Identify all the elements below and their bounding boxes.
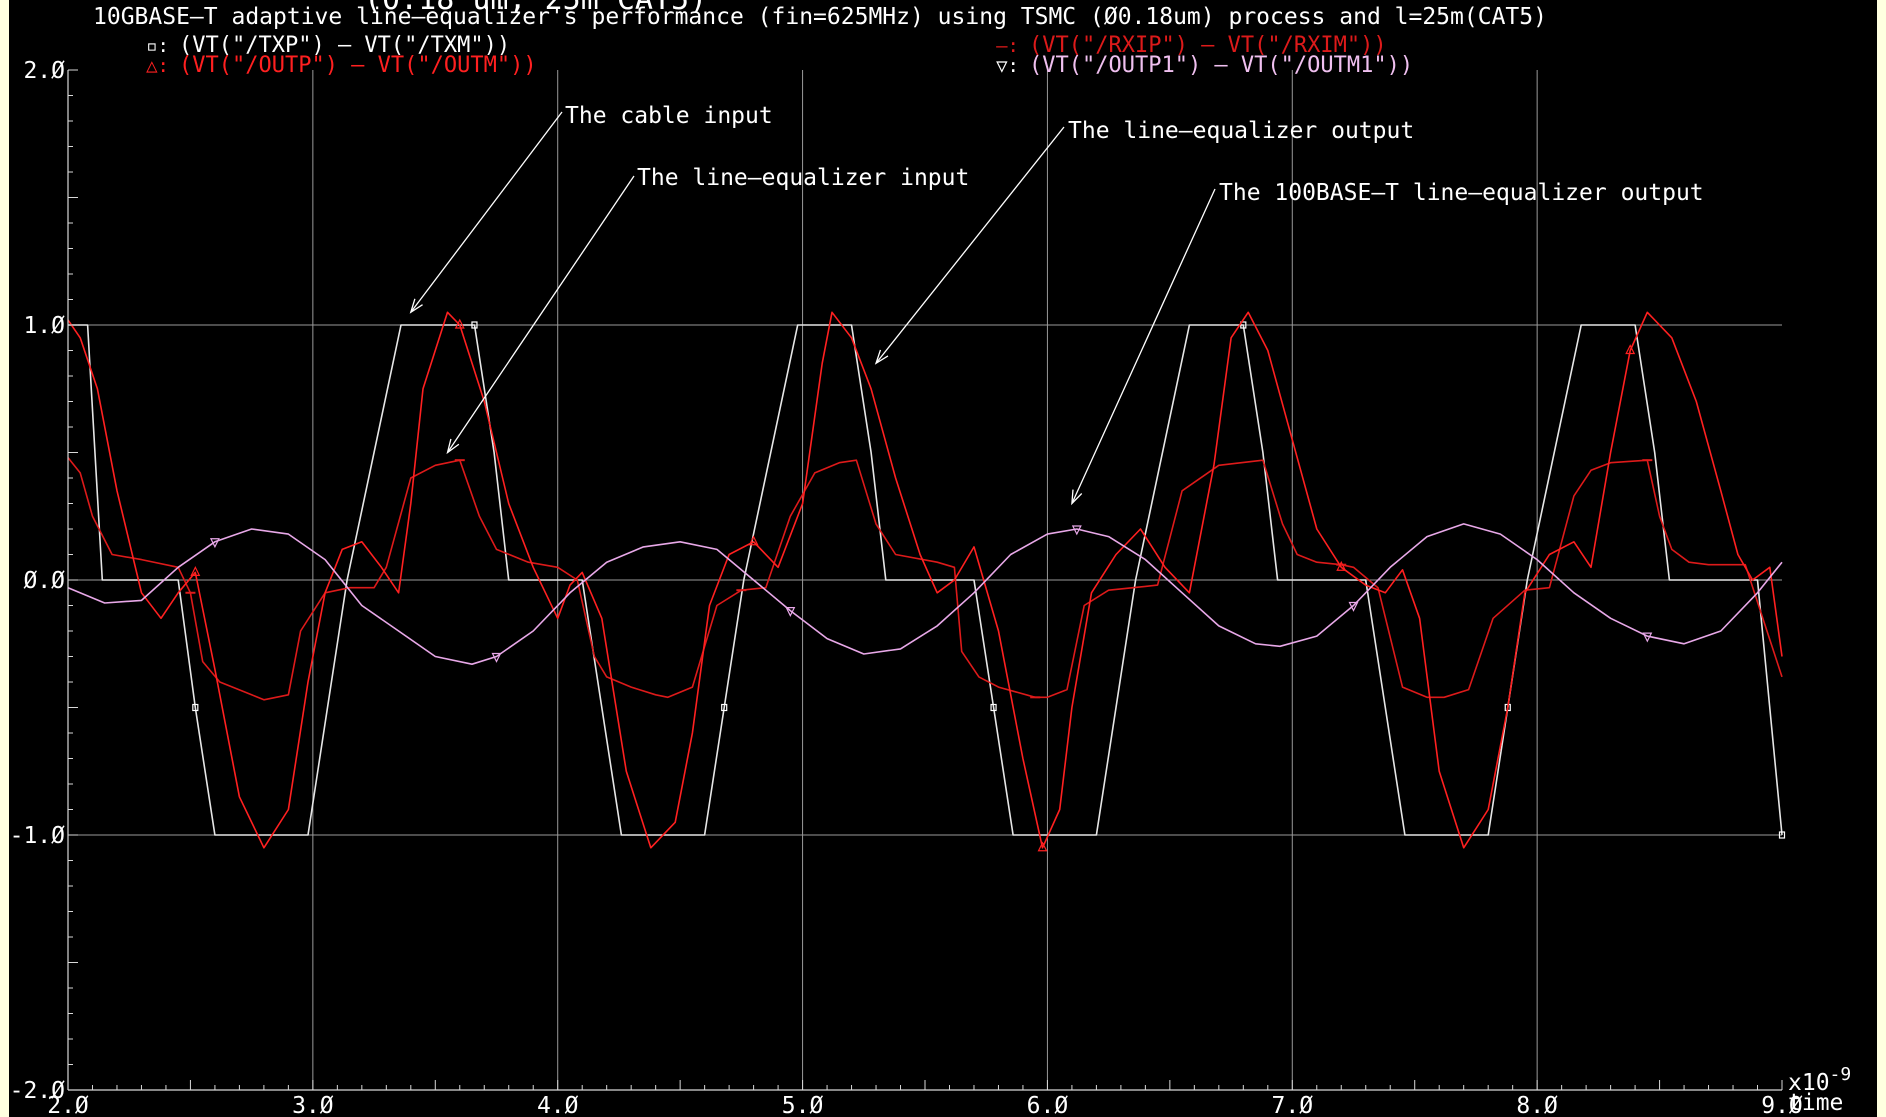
plot-window: (0.18 um, 25m CAT5) 10GBASE—T adaptive l… xyxy=(9,0,1877,1117)
legend-label: (VT("/TXP") — VT("/TXM")) xyxy=(179,33,510,58)
axes: 2.Ø 3.Ø 4.Ø 5.Ø 6.Ø 7.Ø 8.Ø 9.Ø 2.Ø 1.Ø Ø.Ø -1.Ø -2.… xyxy=(10,58,1803,1117)
annotation-label: The cable input xyxy=(565,103,773,129)
x-tick-label: 5.Ø xyxy=(782,1093,824,1117)
annotation-arrowhead xyxy=(446,438,460,455)
annotation-arrowhead xyxy=(874,349,889,365)
series-marker-triangle xyxy=(1336,560,1347,571)
annotation-arrow xyxy=(875,126,1065,364)
series-marker-triangle xyxy=(454,318,465,329)
series-marker-down-triangle xyxy=(1071,525,1082,536)
series-marker-down-triangle xyxy=(209,538,220,549)
series-marker-square xyxy=(990,703,997,712)
y-tick-label: -1.Ø xyxy=(10,823,66,849)
x-axis-multiplier-exponent: -9 xyxy=(1830,1064,1852,1085)
series-marker-down-triangle xyxy=(1348,601,1359,612)
waveform-chart: (0.18 um, 25m CAT5) 10GBASE—T adaptive l… xyxy=(10,0,1852,1117)
series-line-3 xyxy=(67,311,1783,849)
series-marker-triangle xyxy=(1625,344,1636,355)
series-marker-square xyxy=(471,321,478,329)
y-tick-label: 1.Ø xyxy=(23,313,65,339)
legend-marker: —: xyxy=(996,35,1019,57)
x-tick-label: 4.Ø xyxy=(537,1093,579,1117)
legend-marker: ▫: xyxy=(146,35,169,57)
series-layer xyxy=(67,311,1786,852)
x-tick-label: 7.Ø xyxy=(1272,1093,1314,1117)
series-marker-square xyxy=(1778,831,1786,839)
legend-label: (VT("/OUTP") — VT("/OUTM")) xyxy=(179,53,537,78)
series-marker-square xyxy=(1240,321,1247,329)
series-marker-down-triangle xyxy=(1642,632,1653,643)
series-marker-triangle xyxy=(1037,841,1048,852)
y-tick-label: Ø.Ø xyxy=(23,568,65,594)
series-marker-down-triangle xyxy=(491,652,502,663)
legend: ▫: (VT("/TXP") — VT("/TXM")) △: (VT("/OUTP"… xyxy=(146,33,1413,78)
series-marker-down-triangle xyxy=(785,606,796,617)
series-marker-triangle xyxy=(748,535,759,546)
x-axis-label: time xyxy=(1788,1090,1843,1116)
x-tick-label: 8.Ø xyxy=(1516,1093,1558,1117)
annotations: The cable input The line—equalizer input T… xyxy=(409,103,1704,506)
x-axis-multiplier: x10-9 xyxy=(1788,1064,1851,1096)
legend-marker: △: xyxy=(146,55,169,77)
series-line-4 xyxy=(67,523,1783,666)
y-tick-label: 2.Ø xyxy=(23,58,65,84)
annotation-arrow xyxy=(1071,188,1216,504)
annotation-label: The line—equalizer output xyxy=(1068,118,1414,144)
series-marker-square xyxy=(721,703,728,712)
series-marker-triangle xyxy=(190,566,201,576)
annotation-arrowhead xyxy=(1071,489,1083,506)
chart-subtitle-partial: (0.18 um, 25m CAT5) xyxy=(364,0,707,17)
y-tick-label: -2.Ø xyxy=(10,1078,66,1104)
x-tick-label: 3.Ø xyxy=(292,1093,334,1117)
series-line-2 xyxy=(67,457,1783,701)
x-tick-label: 6.Ø xyxy=(1027,1093,1069,1117)
chart-title: 10GBASE—T adaptive line—equalizer's perf… xyxy=(93,4,1547,30)
x-tick-label: 9.Ø xyxy=(1761,1093,1803,1117)
legend-label: (VT("/OUTP1") — VT("/OUTM1")) xyxy=(1029,53,1413,78)
annotation-arrow xyxy=(410,111,563,313)
series-marker-square xyxy=(192,703,199,712)
annotation-arrow xyxy=(446,175,635,453)
annotation-arrowhead xyxy=(409,298,423,314)
legend-marker: ▽: xyxy=(996,55,1019,77)
legend-label: (VT("/RXIP") — VT("/RXIM")) xyxy=(1029,33,1387,58)
annotation-label: The 100BASE—T line—equalizer output xyxy=(1219,180,1704,206)
annotation-label: The line—equalizer input xyxy=(637,165,969,191)
x-tick-label: 2.Ø xyxy=(47,1093,89,1117)
series-line-1 xyxy=(68,324,1783,836)
